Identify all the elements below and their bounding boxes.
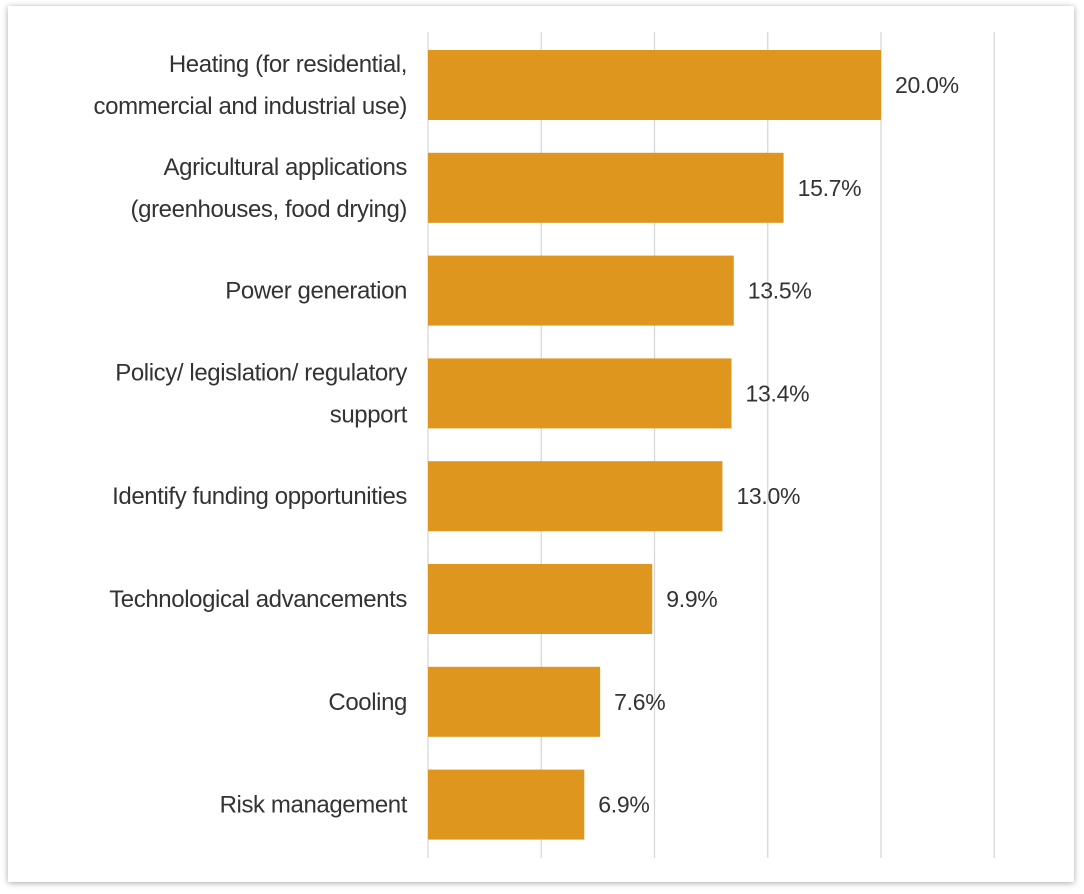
data-label-2: 13.5% xyxy=(748,278,812,304)
data-label-0: 20.0% xyxy=(895,72,959,98)
bar-4 xyxy=(428,461,723,532)
data-label-1: 15.7% xyxy=(798,175,862,201)
bar-0 xyxy=(428,50,881,120)
data-label-6: 7.6% xyxy=(614,689,665,715)
data-label-7: 6.9% xyxy=(598,792,649,818)
category-labels: Heating (for residential, commercial and … xyxy=(94,51,409,819)
data-label-4: 13.0% xyxy=(736,483,800,509)
bar-3 xyxy=(428,358,732,429)
data-labels: 20.0% 15.7% 13.5% 13.4% 13.0% 9.9% 7.6% 6.9% xyxy=(598,72,959,818)
category-label-5: Technological advancements xyxy=(109,586,407,613)
data-label-5: 9.9% xyxy=(666,586,717,612)
bar-6 xyxy=(428,666,601,737)
bar-1 xyxy=(428,152,784,223)
category-label-2: Power generation xyxy=(225,278,407,305)
bar-5 xyxy=(428,564,653,634)
bar-7 xyxy=(428,769,585,840)
bars xyxy=(428,50,881,840)
bar-2 xyxy=(428,255,734,326)
category-label-3: Policy/ legislation/ regulatory support xyxy=(115,359,407,428)
data-label-3: 13.4% xyxy=(746,380,810,406)
category-label-1: Agricultural applications (greenhouses, f… xyxy=(131,154,408,223)
category-label-4: Identify funding opportunities xyxy=(112,483,407,510)
category-label-6: Cooling xyxy=(328,689,407,716)
category-label-0: Heating (for residential, commercial and … xyxy=(94,51,407,120)
category-label-7: Risk management xyxy=(220,792,408,819)
